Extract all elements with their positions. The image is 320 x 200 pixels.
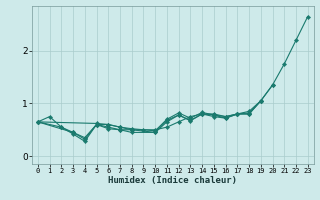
X-axis label: Humidex (Indice chaleur): Humidex (Indice chaleur)	[108, 176, 237, 185]
